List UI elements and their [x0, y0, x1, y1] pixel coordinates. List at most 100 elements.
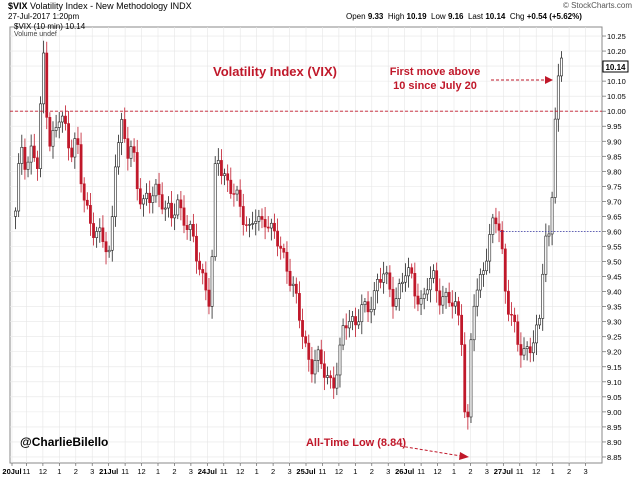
candle-body: [101, 227, 105, 242]
y-tick-label: 10.05: [607, 92, 626, 101]
candle-body: [422, 293, 426, 299]
y-tick-label: 9.60: [607, 227, 622, 236]
candle-body: [273, 222, 276, 232]
candle-body: [341, 325, 345, 346]
candle-body: [332, 377, 336, 389]
y-tick-label: 9.05: [607, 393, 622, 402]
candle-body: [429, 277, 432, 291]
grid: [10, 27, 602, 463]
candle-body: [207, 289, 211, 307]
candle-body: [54, 127, 58, 131]
candle-body: [17, 163, 21, 212]
candle-body: [376, 279, 379, 292]
annotation-all-time-low: All-Time Low (8.84): [306, 437, 406, 449]
y-tick-label: 9.25: [607, 333, 622, 342]
annotation-first-move-line2: 10 since July 20: [393, 80, 477, 92]
candle-body: [254, 221, 258, 224]
candle-body: [235, 189, 239, 195]
candle-body: [163, 207, 167, 210]
candle-body: [335, 374, 339, 389]
candle-body: [363, 301, 367, 306]
x-tick-label: 1: [452, 467, 456, 476]
candle-body: [510, 314, 513, 316]
index-name: Volatility Index - New Methodology: [30, 1, 168, 11]
candle-body: [535, 324, 538, 344]
candle-body: [229, 179, 233, 194]
reference-lines: [10, 110, 602, 232]
candle-body: [351, 316, 354, 322]
candle-body: [307, 342, 311, 360]
candle-body: [263, 219, 267, 228]
y-tick-label: 9.90: [607, 137, 622, 146]
candle-body: [475, 289, 479, 307]
candle-body: [404, 275, 407, 283]
y-tick-label: 9.00: [607, 408, 622, 417]
candle-body: [20, 146, 24, 164]
candle-body: [269, 222, 273, 229]
candle-body: [316, 349, 320, 361]
candle-body: [388, 272, 392, 290]
candle-body: [216, 160, 220, 164]
candle-body: [279, 245, 283, 249]
candle-body: [170, 202, 173, 219]
y-axis: 8.85 8.90 8.95 9.00 9.05 9.10 9.15 9.20 9.25 9.30…: [602, 32, 626, 462]
candle-body: [176, 199, 180, 216]
candle-body: [248, 224, 251, 226]
candle-body: [288, 270, 292, 286]
candle-body: [238, 189, 242, 207]
candle-body: [113, 166, 117, 218]
candle-body: [469, 339, 473, 418]
y-tick-label: 9.85: [607, 152, 622, 161]
candle-body: [142, 198, 145, 205]
candle-body: [291, 283, 295, 286]
candle-body: [400, 281, 404, 284]
candle-body: [457, 301, 460, 316]
first-move-arrowhead: [545, 76, 553, 84]
candle-body: [160, 194, 164, 210]
x-tick-label: 1: [57, 467, 61, 476]
x-tick-label: 21Jul: [99, 467, 118, 476]
x-tick-label: 2: [271, 467, 275, 476]
candle-body: [379, 279, 382, 283]
y-tick-label: 9.35: [607, 303, 622, 312]
candle-body: [210, 256, 214, 307]
candle-body: [138, 188, 142, 205]
candle-body: [522, 348, 526, 356]
candle-body: [519, 344, 523, 356]
candle-body: [48, 117, 52, 147]
candle-body: [366, 301, 370, 313]
candle-body: [538, 318, 541, 326]
x-tick-label: 27Jul: [494, 467, 513, 476]
candle-body: [438, 290, 442, 306]
candle-body: [435, 270, 439, 292]
candle-body: [516, 321, 520, 345]
candle-body: [182, 207, 186, 226]
candle-body: [416, 295, 420, 305]
candle-body: [491, 217, 495, 235]
candle-body: [407, 267, 410, 277]
x-tick-label: 11: [319, 467, 327, 476]
y-tick-label: 10.00: [607, 107, 626, 116]
candle-body: [531, 342, 535, 354]
x-tick-label: 3: [583, 467, 587, 476]
candle-body: [129, 146, 133, 159]
low-label: Low: [431, 12, 446, 21]
candle-body: [179, 199, 183, 209]
x-tick-label: 11: [121, 467, 129, 476]
candle-body: [82, 183, 86, 201]
candle-body: [485, 260, 488, 272]
candle-body: [541, 273, 545, 319]
high-label: High: [387, 12, 405, 21]
candle-body: [453, 301, 457, 307]
candle-body: [507, 290, 510, 315]
candle-body: [494, 217, 498, 225]
candle-body: [57, 121, 61, 128]
candle-body: [39, 103, 42, 169]
x-tick-label: 2: [172, 467, 176, 476]
candle-body: [500, 230, 504, 250]
candle-body: [67, 123, 70, 149]
candle-body: [447, 292, 451, 304]
candle-body: [157, 183, 161, 195]
